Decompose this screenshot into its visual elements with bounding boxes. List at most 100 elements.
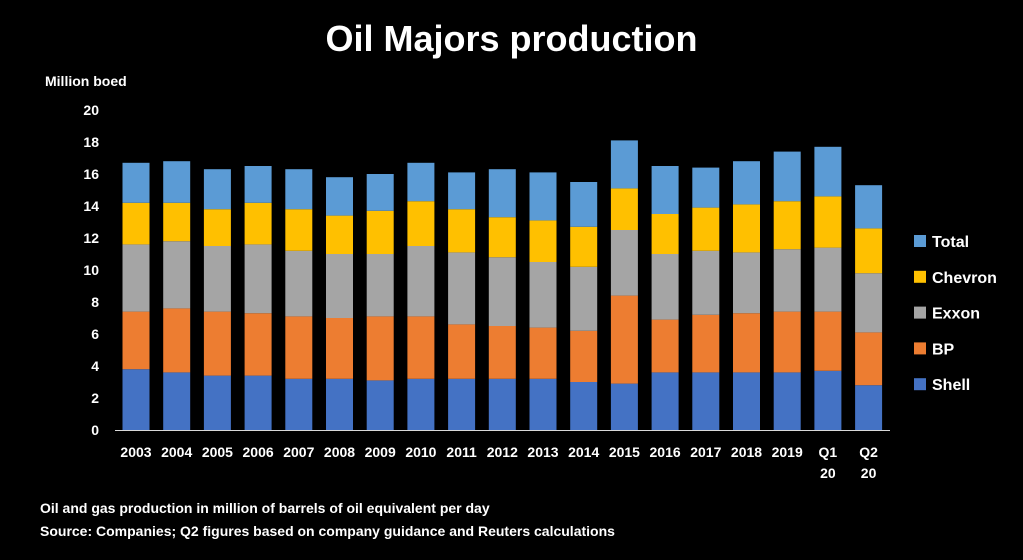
bar-segment-bp (733, 313, 760, 373)
x-tick-label: 2018 (731, 444, 762, 460)
bar-segment-exxon (407, 246, 435, 317)
bar-segment-total (692, 167, 720, 208)
legend-swatch-chevron (914, 270, 926, 283)
bar-segment-exxon (203, 246, 231, 312)
bar-segment-exxon (570, 266, 598, 331)
bar-segment-chevron (570, 226, 598, 267)
x-tick-label: 2013 (527, 444, 558, 460)
bar-segment-bp (610, 295, 638, 384)
x-tick-label: 2015 (609, 444, 640, 460)
bar-segment-shell (163, 372, 191, 430)
x-tick-label: 2009 (365, 444, 396, 460)
bar-segment-bp (651, 319, 679, 373)
bar-segment-total (855, 185, 883, 229)
bar-segment-chevron (529, 220, 557, 262)
legend-label-exxon: Exxon (932, 306, 980, 323)
bar-segment-bp (570, 330, 598, 382)
bar-segment-exxon (773, 249, 801, 312)
bar-segment-chevron (814, 196, 842, 248)
x-tick-label: 2010 (405, 444, 436, 460)
bar-segment-exxon (285, 250, 313, 317)
bar-segment-shell (529, 378, 557, 430)
x-tick-label: 2017 (690, 444, 721, 460)
bar-segment-shell (651, 372, 679, 430)
bar-segment-chevron (733, 204, 760, 253)
bar-segment-chevron (366, 210, 394, 254)
bar-segment-total (366, 174, 394, 211)
bar-segment-bp (814, 311, 842, 371)
bar-segment-bp (366, 316, 394, 381)
x-tick-label: Q1 20 (819, 444, 838, 481)
bar-segment-shell (773, 372, 801, 430)
x-tick-label: 2014 (568, 444, 599, 460)
bar-segment-shell (244, 375, 272, 430)
bar-segment-bp (285, 316, 313, 379)
bar-segment-chevron (855, 228, 883, 274)
y-tick-label: 14 (83, 198, 99, 214)
bar-segment-shell (733, 372, 760, 430)
bar-segment-shell (855, 385, 883, 430)
legend-swatch-exxon (914, 306, 926, 319)
bar-segment-shell (122, 369, 150, 430)
y-tick-label: 8 (91, 294, 99, 310)
bar-segment-total (488, 169, 516, 218)
bar-segment-chevron (285, 209, 313, 251)
bar-segment-total (244, 166, 272, 203)
bar-segment-total (773, 151, 801, 202)
x-tick-label: 2008 (324, 444, 355, 460)
x-tick-label: 2016 (650, 444, 681, 460)
bar-segment-exxon (733, 252, 760, 314)
bar-segment-total (448, 172, 476, 210)
bar-segment-total (326, 177, 353, 216)
bar-segment-bp (773, 311, 801, 373)
bar-segment-bp (326, 318, 353, 379)
bar-segment-shell (610, 383, 638, 430)
bar-segment-exxon (448, 252, 476, 325)
x-tick-label: 2019 (772, 444, 803, 460)
y-tick-label: 2 (91, 390, 99, 406)
bar-segment-total (733, 161, 760, 205)
legend-swatch-total (914, 235, 926, 247)
legend-label-chevron: Chevron (932, 270, 997, 287)
bar-segment-chevron (773, 201, 801, 250)
bar-segment-bp (122, 311, 150, 370)
footnote-description: Oil and gas production in million of bar… (40, 500, 490, 516)
y-tick-label: 18 (83, 134, 99, 150)
bar-segment-shell (570, 382, 598, 430)
bar-segment-bp (448, 324, 476, 379)
bar-segment-total (529, 172, 557, 221)
bar-segment-chevron (407, 201, 435, 246)
legend-label-total: Total (932, 234, 969, 251)
bar-segment-exxon (122, 244, 150, 312)
legend-swatch-shell (914, 378, 926, 391)
bar-segment-chevron (448, 209, 476, 253)
x-tick-label: Q2 20 (859, 444, 878, 481)
y-axis-label: Million boed (45, 73, 127, 89)
bar-segment-shell (285, 378, 313, 430)
bar-segment-chevron (203, 209, 231, 246)
bar-segment-exxon (610, 230, 638, 296)
bar-segment-shell (366, 380, 394, 430)
bar-segment-total (122, 162, 150, 203)
bar-segment-bp (529, 327, 557, 379)
bar-segment-chevron (692, 207, 720, 251)
bar-segment-total (163, 161, 191, 203)
bar-segment-exxon (692, 250, 720, 315)
bar-segment-shell (814, 370, 842, 430)
bar-segment-exxon (529, 262, 557, 328)
bar-segment-shell (448, 378, 476, 430)
bar-segment-exxon (651, 254, 679, 320)
bar-segment-bp (407, 316, 435, 379)
bar-segment-total (285, 169, 313, 210)
y-tick-label: 6 (91, 326, 99, 342)
legend-swatch-bp (914, 342, 926, 355)
bar-segment-exxon (244, 244, 272, 314)
bar-segment-exxon (814, 247, 842, 312)
y-tick-label: 12 (83, 230, 99, 246)
x-tick-label: 2004 (161, 444, 192, 460)
bar-segment-chevron (651, 214, 679, 254)
bar-segment-bp (488, 326, 516, 379)
bar-segment-total (610, 140, 638, 189)
x-tick-label: 2012 (487, 444, 518, 460)
